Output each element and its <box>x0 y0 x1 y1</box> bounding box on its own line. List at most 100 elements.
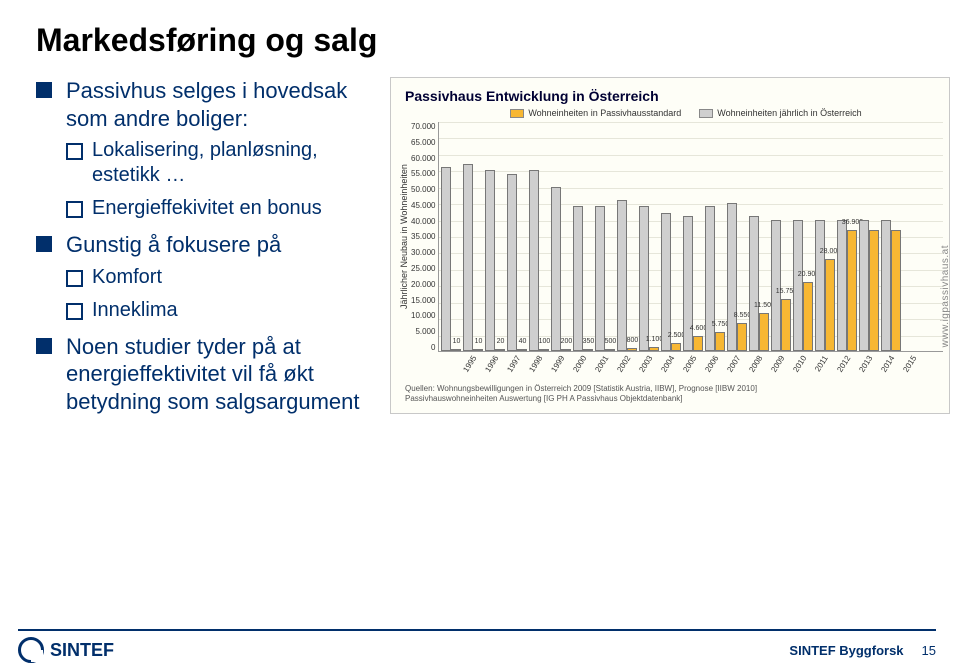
bullet-1: Passivhus selges i hovedsak som andre bo… <box>36 77 376 221</box>
bar-orange <box>891 230 901 351</box>
bar-group: 15.750 <box>771 220 791 351</box>
bar-gray <box>771 220 781 351</box>
bar-value-label: 200 <box>561 338 573 345</box>
bar-group: 800 <box>617 200 637 351</box>
bar-value-label: 10 <box>453 338 461 345</box>
xtick-label: 2009 <box>769 354 786 374</box>
bar-group: 28.000 <box>815 220 835 351</box>
bullet-2a: Komfort <box>66 265 376 290</box>
xtick-label: 2007 <box>725 354 742 374</box>
bar-group: 11.500 <box>749 216 769 351</box>
legend-swatch-1 <box>510 109 524 118</box>
xtick-label: 2003 <box>637 354 654 374</box>
content-row: Passivhus selges i hovedsak som andre bo… <box>36 77 924 425</box>
ytick-label: 65.000 <box>411 138 435 147</box>
xtick-label: 2013 <box>857 354 874 374</box>
slide: Markedsføring og salg Passivhus selges i… <box>0 0 960 669</box>
bar-orange: 1.100 <box>649 347 659 351</box>
bar-group: 20.900 <box>793 220 813 351</box>
bar-orange: 4.600 <box>693 336 703 351</box>
bar-group: 200 <box>551 187 571 351</box>
chart-area: Jährlicher Neubau in Wohneinheiten 70.00… <box>397 122 943 352</box>
bar-orange: 36.900 <box>847 230 857 351</box>
bar-value-label: 800 <box>627 337 639 344</box>
bar-orange: 10 <box>473 349 483 351</box>
ytick-label: 70.000 <box>411 122 435 131</box>
bullet-3: Noen studier tyder på at energieffektivi… <box>36 333 376 416</box>
xtick-label: 1997 <box>505 354 522 374</box>
ytick-label: 45.000 <box>411 201 435 210</box>
bar-gray <box>661 213 671 351</box>
bar-group: 500 <box>595 206 615 351</box>
ytick-label: 60.000 <box>411 154 435 163</box>
bar-group: 10 <box>463 164 483 351</box>
xtick-label: 2010 <box>791 354 808 374</box>
gridline <box>439 122 943 123</box>
bar-orange: 20.900 <box>803 282 813 351</box>
xtick-label: 2004 <box>659 354 676 374</box>
ytick-label: 35.000 <box>411 232 435 241</box>
bar-orange: 10 <box>451 349 461 351</box>
xtick-label: 1996 <box>483 354 500 374</box>
legend-label-2: Wohneinheiten jährlich in Österreich <box>717 108 861 118</box>
bar-group: 36.900 <box>837 220 857 351</box>
bar-group <box>881 220 901 351</box>
bar-gray <box>639 206 649 351</box>
bar-group: 10 <box>441 167 461 351</box>
footer-center: SINTEF Byggforsk <box>789 643 903 658</box>
bar-orange: 15.750 <box>781 299 791 351</box>
footer: SINTEF SINTEF Byggforsk 15 <box>0 631 960 669</box>
chart-xaxis: 1995199619971998199920002001200220032004… <box>441 352 943 378</box>
gridline <box>439 171 943 172</box>
bar-gray <box>837 220 847 351</box>
bullet-column: Passivhus selges i hovedsak som andre bo… <box>36 77 376 425</box>
ytick-label: 5.000 <box>411 327 435 336</box>
bar-gray <box>881 220 891 351</box>
bullet-1a: Lokalisering, planløsning, estetikk … <box>66 138 376 188</box>
chart-yaxis: 70.00065.00060.00055.00050.00045.00040.0… <box>411 122 438 352</box>
xtick-label: 2008 <box>747 354 764 374</box>
bar-value-label: 500 <box>605 338 617 345</box>
xtick-label: 2002 <box>615 354 632 374</box>
xtick-label: 1999 <box>549 354 566 374</box>
bar-gray <box>749 216 759 351</box>
bar-orange: 200 <box>561 349 571 351</box>
chart-source-url: www.igpassivhaus.at <box>940 245 951 347</box>
bar-group: 350 <box>573 206 593 351</box>
xtick-label: 1995 <box>461 354 478 374</box>
bar-orange: 2.500 <box>671 343 681 351</box>
footer-left: SINTEF <box>18 637 114 663</box>
bar-value-label: 10 <box>475 338 483 345</box>
bar-gray <box>551 187 561 351</box>
xtick-label: 2000 <box>571 354 588 374</box>
bar-orange: 11.500 <box>759 313 769 351</box>
chart-column: Passivhaus Entwicklung in Österreich Woh… <box>390 77 924 425</box>
bar-gray <box>727 203 737 351</box>
bar-orange: 5.750 <box>715 332 725 351</box>
chart-legend: Wohneinheiten in Passivhausstandard Wohn… <box>397 106 943 122</box>
bar-group: 8.550 <box>727 203 747 351</box>
bar-gray <box>573 206 583 351</box>
chart-panel: Passivhaus Entwicklung in Österreich Woh… <box>390 77 950 414</box>
bar-orange: 350 <box>583 349 593 351</box>
bar-value-label: 350 <box>583 338 595 345</box>
bullet-1-text: Passivhus selges i hovedsak som andre bo… <box>66 78 347 131</box>
chart-ylabel: Jährlicher Neubau in Wohneinheiten <box>397 122 411 352</box>
bar-orange: 20 <box>495 349 505 351</box>
gridline <box>439 155 943 156</box>
gridline <box>439 138 943 139</box>
page-title: Markedsføring og salg <box>36 22 924 59</box>
bar-value-label: 100 <box>539 338 551 345</box>
sintef-logo-icon <box>18 637 44 663</box>
bar-group: 5.750 <box>705 206 725 351</box>
bar-gray <box>441 167 451 351</box>
bar-group: 4.600 <box>683 216 703 351</box>
bullet-2: Gunstig å fokusere på Komfort Inneklima <box>36 231 376 323</box>
bar-gray <box>793 220 803 351</box>
bar-group: 1.100 <box>639 206 659 351</box>
bullet-2b: Inneklima <box>66 298 376 323</box>
ytick-label: 20.000 <box>411 280 435 289</box>
xtick-label: 1998 <box>527 354 544 374</box>
bar-gray <box>705 206 715 351</box>
legend-item-1: Wohneinheiten in Passivhausstandard <box>510 108 681 118</box>
